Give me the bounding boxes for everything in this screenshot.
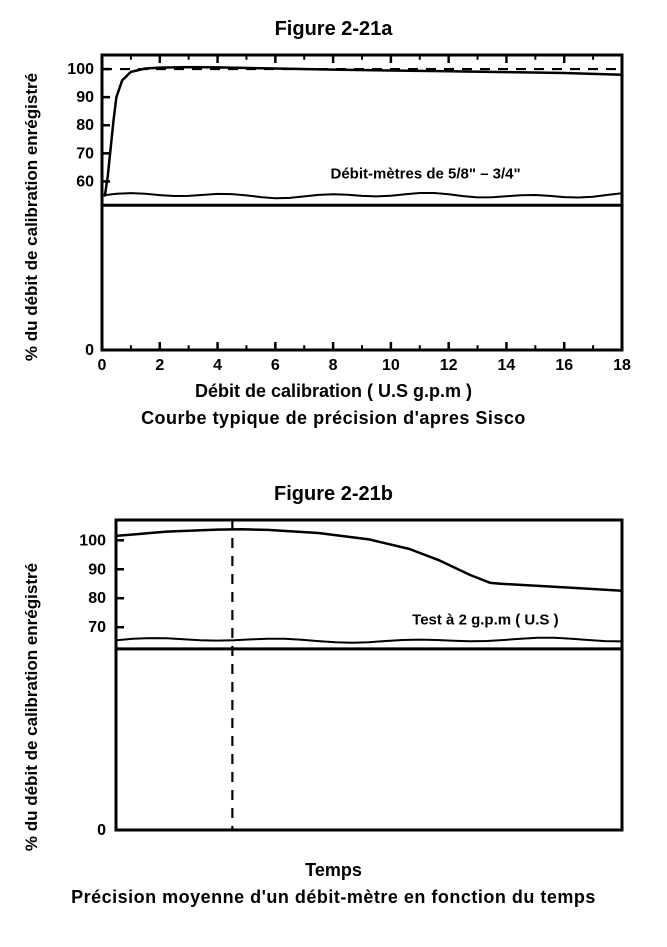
figure-b-chart-icon: 0 70 80 90 100 Test à 2 g.p.m ( U.S ): [20, 510, 647, 850]
svg-text:70: 70: [88, 619, 106, 636]
svg-text:0: 0: [85, 342, 94, 359]
svg-text:4: 4: [213, 357, 222, 374]
svg-text:70: 70: [76, 145, 94, 162]
svg-text:16: 16: [555, 357, 573, 374]
figure-b-block: Figure 2-21b % du débit de calibration e…: [20, 483, 647, 908]
svg-text:14: 14: [498, 357, 516, 374]
svg-text:18: 18: [613, 357, 631, 374]
page-root: Figure 2-21a % du débit de calibration e…: [0, 0, 667, 947]
svg-text:6: 6: [271, 357, 280, 374]
figure-a-caption: Courbe typique de précision d'apres Sisc…: [20, 408, 647, 429]
figure-a-ylabel: % du débit de calibration enrégistré: [22, 73, 42, 361]
svg-text:8: 8: [329, 357, 338, 374]
svg-text:90: 90: [76, 89, 94, 106]
figure-a-chart-wrap: % du débit de calibration enrégistré 0 2 4…: [20, 45, 647, 375]
svg-text:2: 2: [155, 357, 164, 374]
svg-text:12: 12: [440, 357, 458, 374]
svg-text:60: 60: [76, 173, 94, 190]
svg-text:0: 0: [97, 822, 106, 839]
svg-text:100: 100: [67, 61, 94, 78]
svg-text:80: 80: [88, 590, 106, 607]
figure-a-block: Figure 2-21a % du débit de calibration e…: [20, 18, 647, 429]
figure-a-title: Figure 2-21a: [20, 18, 647, 41]
figure-b-xlabel: Temps: [20, 860, 647, 881]
figure-a-chart-icon: 0 2 4 6 8 10 12 14 16 18 0 60 70 80 90 100 Débit-mètres …: [20, 45, 647, 375]
svg-text:80: 80: [76, 117, 94, 134]
figure-b-ylabel: % du débit de calibration enrégistré: [22, 563, 42, 851]
svg-text:Test à 2 g.p.m ( U.S ): Test à 2 g.p.m ( U.S ): [412, 611, 558, 628]
svg-text:10: 10: [382, 357, 400, 374]
svg-text:90: 90: [88, 561, 106, 578]
figure-b-caption: Précision moyenne d'un débit-mètre en fo…: [20, 887, 647, 908]
figure-a-xlabel: Débit de calibration ( U.S g.p.m ): [20, 381, 647, 402]
svg-text:0: 0: [98, 357, 107, 374]
figure-b-chart-wrap: % du débit de calibration enrégistré 0 70…: [20, 510, 647, 850]
svg-text:100: 100: [79, 532, 106, 549]
svg-text:Débit-mètres de 5/8" – 3/4": Débit-mètres de 5/8" – 3/4": [330, 166, 520, 183]
figure-b-title: Figure 2-21b: [20, 483, 647, 506]
